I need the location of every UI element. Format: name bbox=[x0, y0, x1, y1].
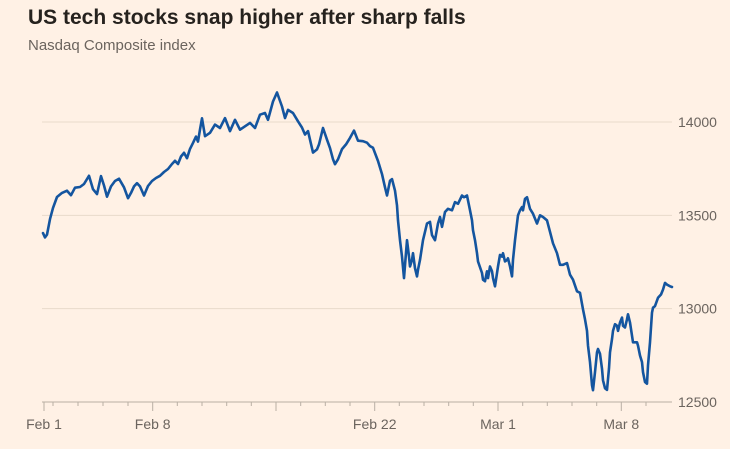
chart-subtitle: Nasdaq Composite index bbox=[28, 37, 196, 54]
x-axis-label: Feb 22 bbox=[353, 416, 397, 432]
chart-title: US tech stocks snap higher after sharp f… bbox=[28, 6, 466, 29]
y-axis-label: 12500 bbox=[678, 394, 717, 410]
x-axis-label: Feb 1 bbox=[26, 416, 62, 432]
y-axis-label: 13000 bbox=[678, 301, 717, 317]
y-axis-label: 14000 bbox=[678, 114, 717, 130]
y-axis-label: 13500 bbox=[678, 207, 717, 223]
x-axis-label: Mar 8 bbox=[603, 416, 639, 432]
x-axis-label: Feb 8 bbox=[135, 416, 171, 432]
x-axis-label: Mar 1 bbox=[480, 416, 516, 432]
price-line bbox=[41, 91, 674, 392]
